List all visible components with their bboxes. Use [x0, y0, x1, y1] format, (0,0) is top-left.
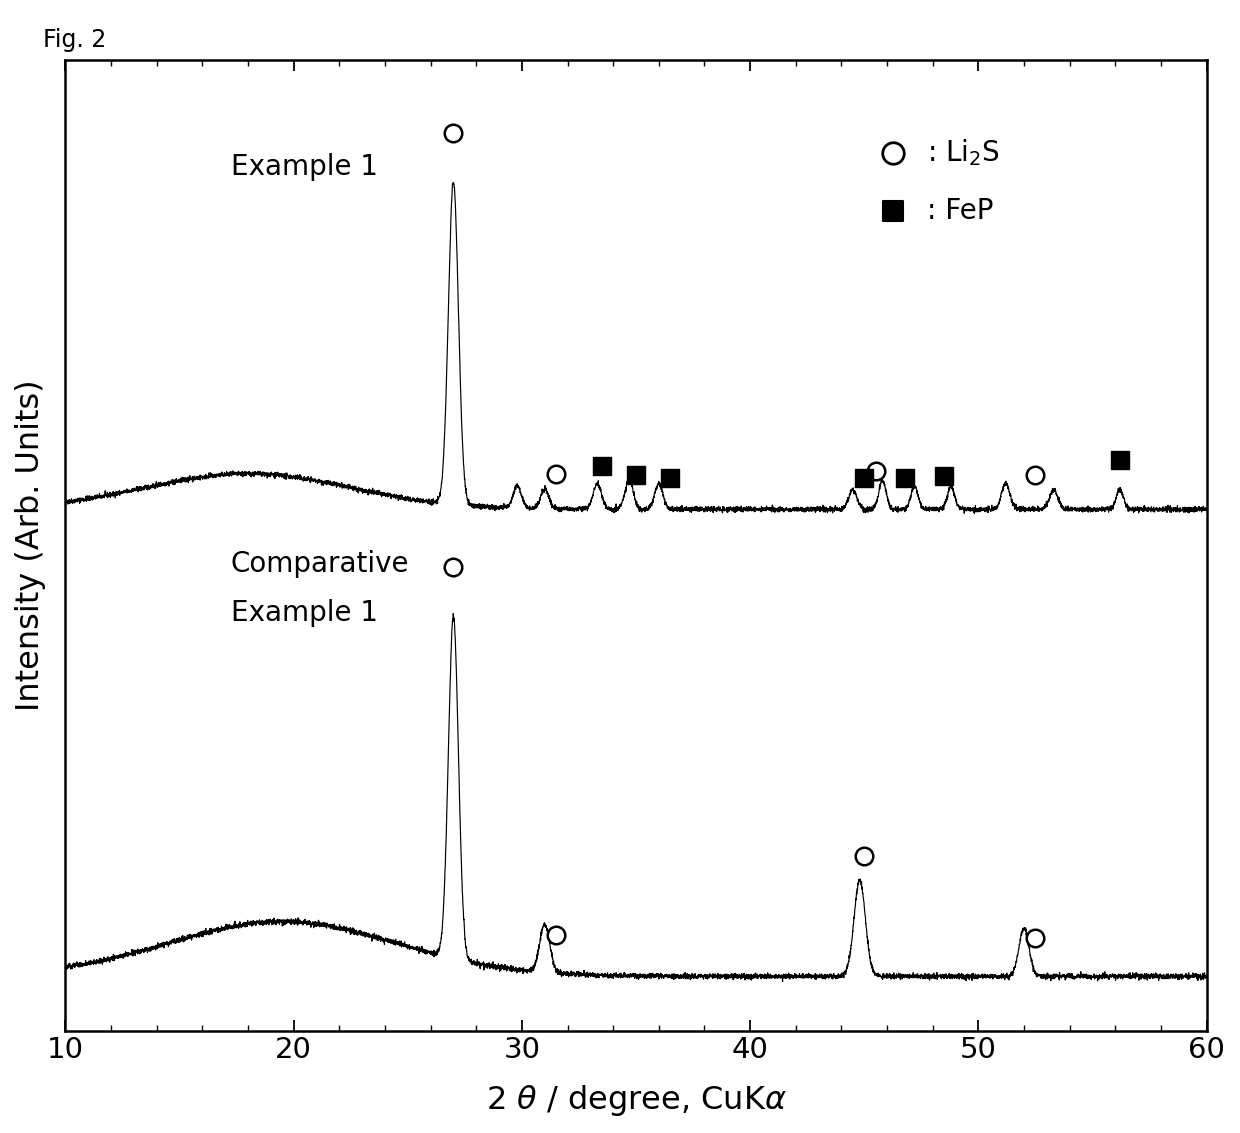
Point: [1025, 466, 1045, 484]
Text: : Li$_2$S: : Li$_2$S: [928, 137, 999, 168]
Point: [1110, 451, 1130, 469]
Text: : FeP: : FeP: [928, 197, 993, 224]
Text: Comparative: Comparative: [231, 551, 409, 578]
Text: Example 1: Example 1: [231, 153, 378, 180]
Text: Example 1: Example 1: [231, 599, 378, 627]
Point: [895, 469, 915, 487]
Text: Fig. 2: Fig. 2: [43, 28, 107, 52]
Point: [883, 144, 903, 162]
Point: [661, 469, 681, 487]
Y-axis label: Intensity (Arb. Units): Intensity (Arb. Units): [15, 380, 46, 712]
Point: [626, 466, 646, 484]
Point: [866, 462, 885, 480]
Point: [444, 557, 464, 576]
Point: [854, 846, 874, 864]
Point: [883, 202, 903, 220]
Point: [854, 469, 874, 487]
X-axis label: 2 $\theta$ / degree, CuK$\alpha$: 2 $\theta$ / degree, CuK$\alpha$: [486, 1083, 786, 1118]
Point: [546, 465, 565, 483]
Point: [546, 926, 565, 944]
Point: [1025, 929, 1045, 947]
Point: [444, 125, 464, 143]
Point: [934, 467, 954, 485]
Point: [591, 457, 611, 475]
